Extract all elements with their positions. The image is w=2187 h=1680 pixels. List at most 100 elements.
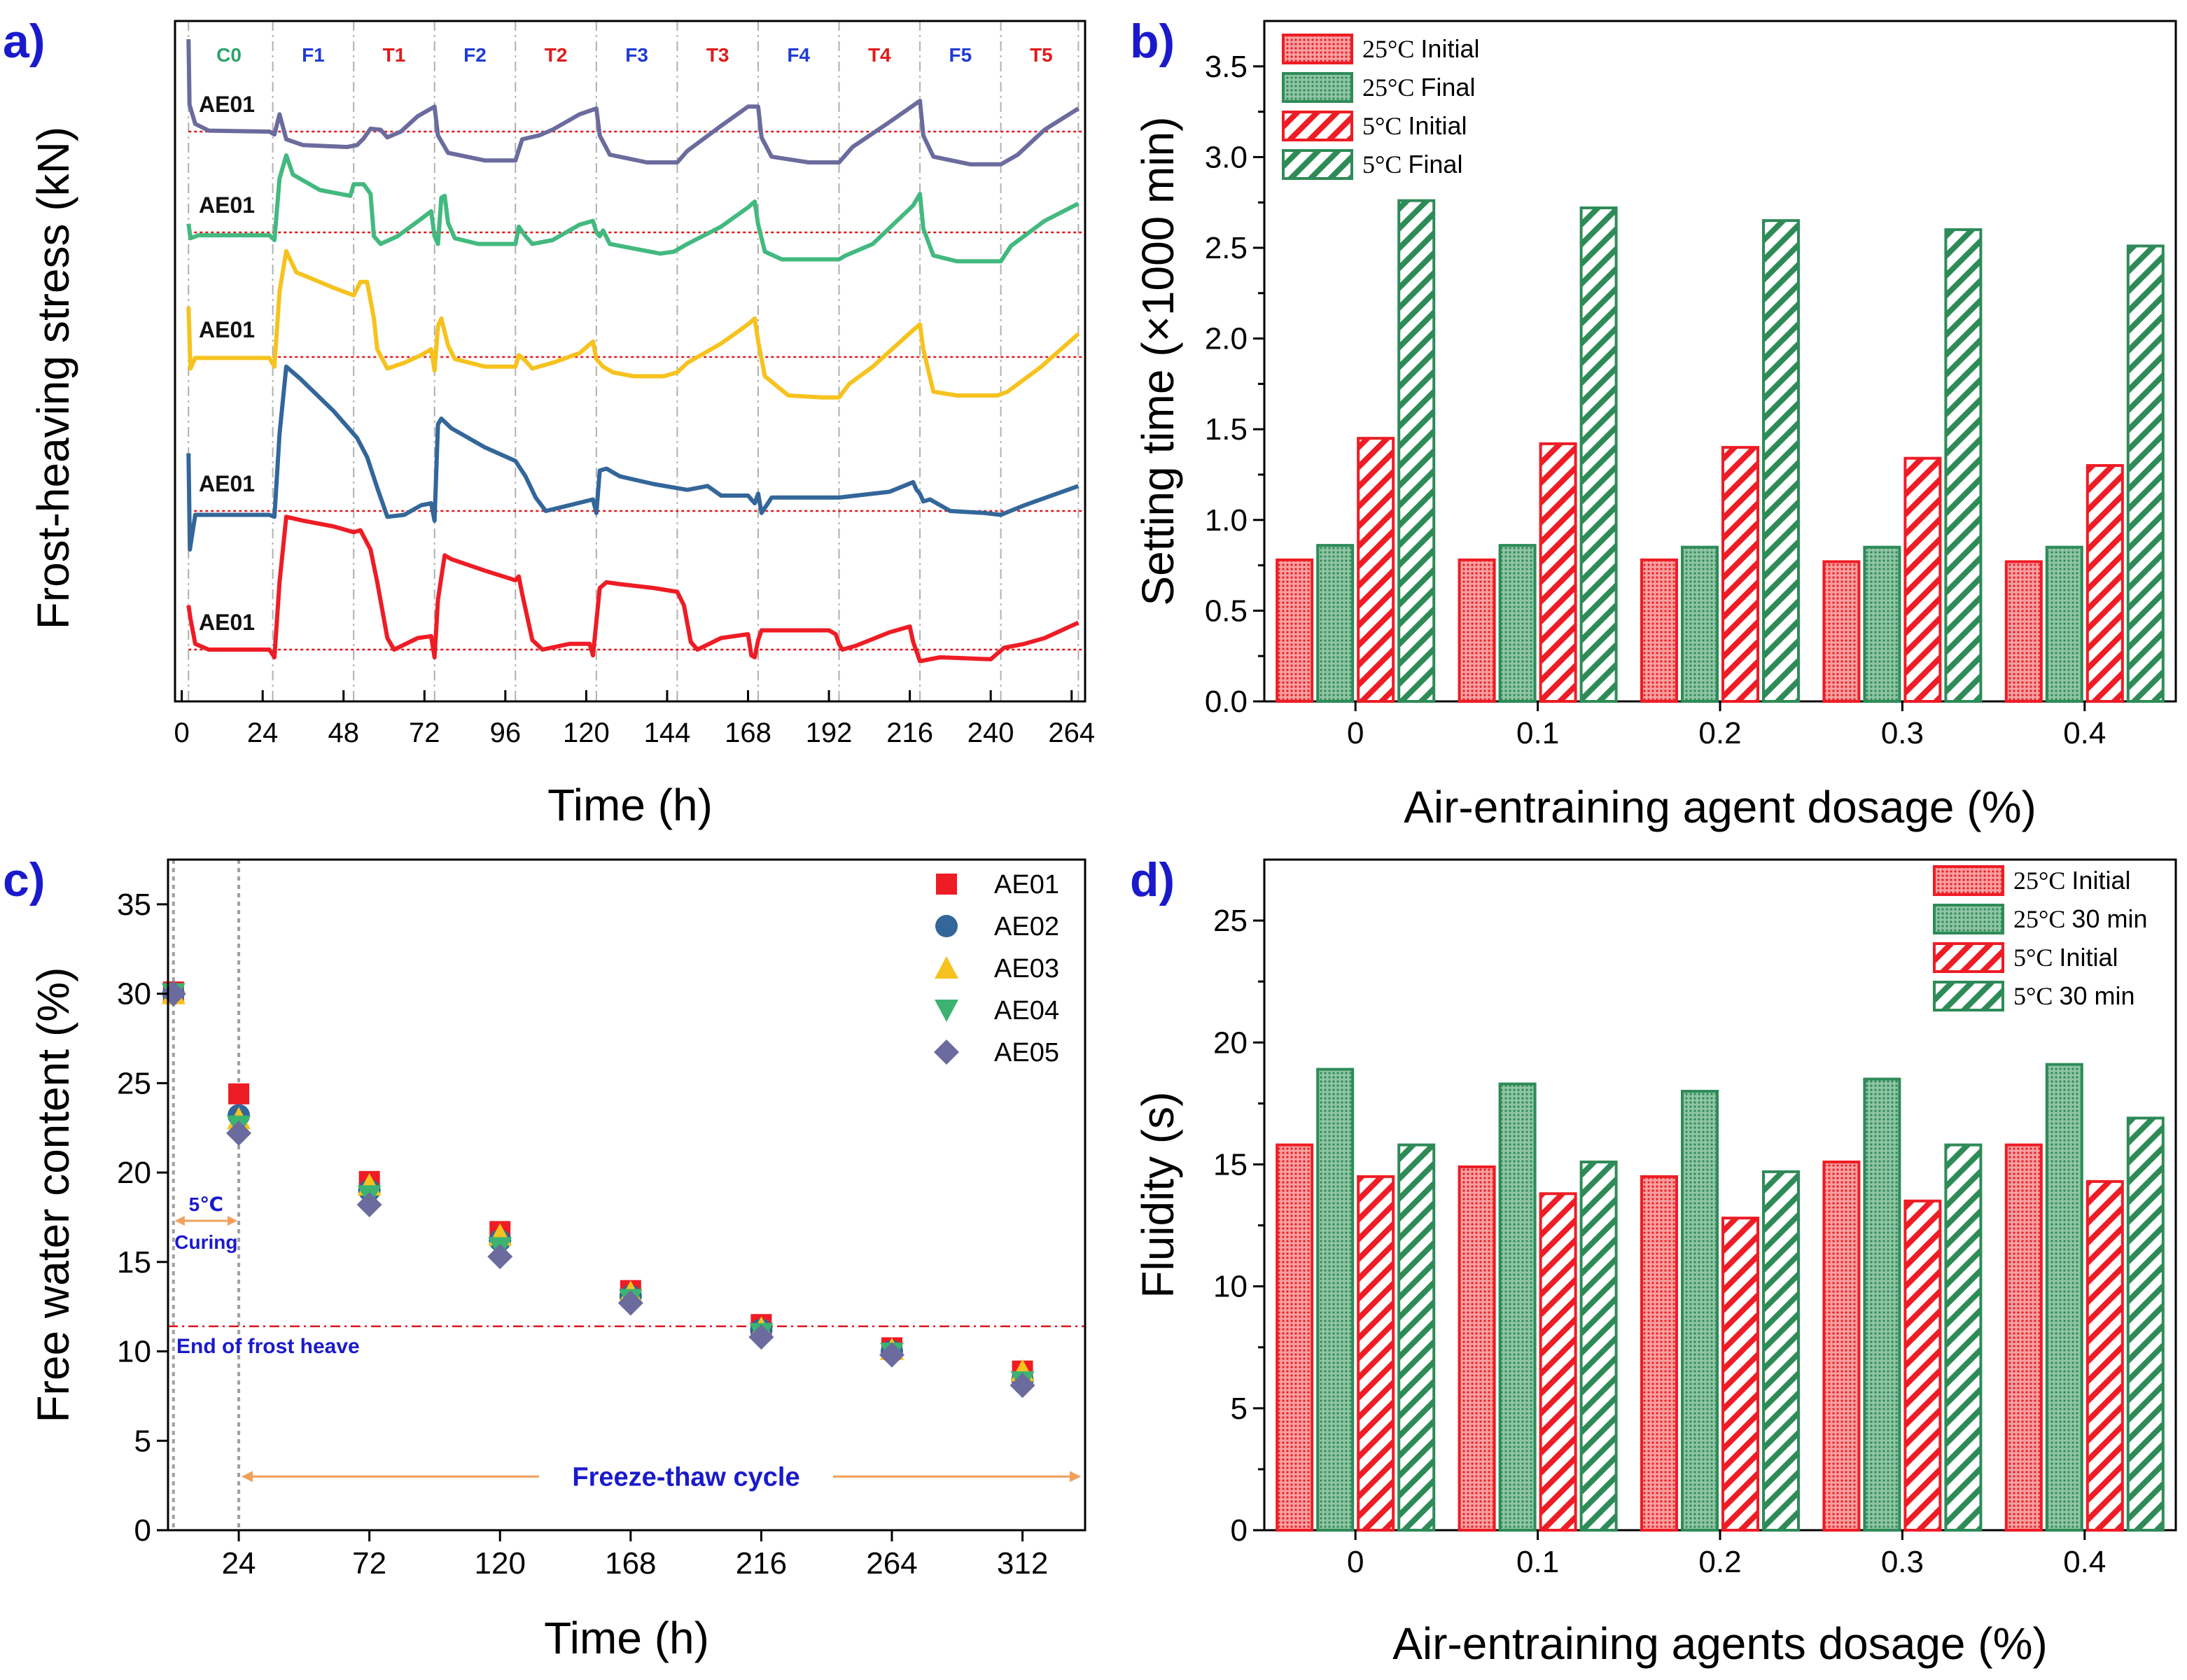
legend-label-ae01: AE01 — [994, 870, 1059, 899]
curing-arrow-head-left — [174, 1216, 185, 1226]
point-ae05 — [879, 1342, 905, 1368]
legend-marker-ae01 — [936, 874, 957, 895]
c-axes-frame — [167, 858, 1086, 1532]
legend-temp: 5°C — [1362, 150, 1408, 178]
bar-5-c-initial — [2085, 1180, 2124, 1532]
series-line-ae05 — [186, 514, 1079, 664]
legend-text: Initial — [2071, 866, 2130, 895]
bar-25-c-final — [1863, 545, 1901, 703]
series-line-ae01 — [186, 38, 1079, 167]
legend-text: 30 min — [2059, 981, 2134, 1010]
y-tick-label: 15 — [1213, 1147, 1248, 1182]
stage-label-f4: F4 — [787, 44, 810, 66]
bar-25-c-30-min — [1498, 1082, 1537, 1532]
series-line-ae04 — [186, 364, 1079, 552]
legend-text: Final — [1420, 73, 1475, 102]
legend-temp: 5°C — [2013, 944, 2059, 972]
y-axis-title: Fluidity (s) — [1133, 1091, 1183, 1298]
legend-marker-ae04 — [935, 1000, 958, 1022]
y-tick-label: 30 — [117, 977, 151, 1011]
legend-swatch — [1282, 149, 1353, 180]
x-tick-label: 72 — [352, 1546, 386, 1581]
bar-5-c-initial — [2085, 464, 2124, 703]
bar-25-c-initial — [1458, 558, 1496, 703]
x-tick-label: 0.1 — [1516, 716, 1559, 750]
curing-label: Curing — [174, 1231, 237, 1253]
panel-label-b: b) — [1130, 15, 1175, 68]
legend-temp: 25°C — [2013, 867, 2071, 895]
y-tick-label: 0 — [134, 1513, 151, 1548]
y-tick-label: 1.0 — [1205, 503, 1248, 538]
legend-text: 30 min — [2071, 904, 2147, 933]
legend-label: 5°C 30 min — [2013, 981, 2134, 1010]
point-ae05 — [356, 1192, 382, 1218]
bar-5-c-initial — [1903, 1199, 1942, 1532]
x-axis-title: Time (h) — [547, 780, 713, 830]
bar-5-c-30-min — [1944, 1143, 1983, 1532]
stage-label-t3: T3 — [706, 44, 729, 66]
bar-25-c-initial — [1640, 1175, 1678, 1532]
y-tick-label: 20 — [1213, 1026, 1248, 1060]
x-axis-title: Air-entraining agent dosage (%) — [1404, 782, 2036, 832]
panel-c-free-water-chart: End of frost heave 5℃ Curing Freeze-thaw cy… — [28, 858, 1086, 1663]
y-axis-title: Setting time (×1000 min) — [1133, 117, 1183, 606]
y-tick-label: 0.0 — [1205, 685, 1248, 719]
bar-25-c-initial — [1822, 1160, 1861, 1532]
bar-5-c-final — [1397, 199, 1436, 704]
x-tick-label: 0.4 — [2063, 716, 2106, 750]
stage-label-c0: C0 — [216, 44, 242, 66]
x-tick-label: 216 — [886, 718, 933, 748]
legend-swatch — [1933, 904, 2004, 934]
point-ae05 — [617, 1290, 643, 1316]
x-axis-title: Air-entraining agents dosage (%) — [1392, 1618, 2048, 1669]
end-of-frost-heave-label: End of frost heave — [176, 1335, 360, 1358]
bar-25-c-final — [1316, 544, 1355, 704]
x-tick-label: 0.2 — [1698, 1545, 1741, 1579]
bar-5-c-final — [1762, 219, 1800, 703]
legend-label-ae04: AE04 — [994, 996, 1059, 1026]
bar-25-c-initial — [1822, 560, 1861, 704]
bar-25-c-30-min — [2045, 1063, 2083, 1532]
x-tick-label: 0.1 — [1516, 1545, 1559, 1579]
bar-5-c-initial — [1357, 437, 1395, 703]
stage-label-f1: F1 — [302, 44, 325, 66]
stage-label-t1: T1 — [383, 44, 406, 66]
x-tick-label: 0 — [1347, 716, 1364, 750]
point-ae05 — [748, 1324, 774, 1350]
bar-5-c-initial — [1903, 456, 1942, 703]
freeze-thaw-label: Freeze-thaw cycle — [572, 1462, 799, 1492]
x-tick-label: 0.3 — [1881, 1545, 1924, 1579]
y-axis-title: Frost-heaving stress (kN) — [28, 127, 78, 629]
freeze-thaw-arrow-head-left — [242, 1471, 253, 1483]
legend-label: 25°C 30 min — [2013, 904, 2147, 933]
bar-5-c-initial — [1721, 1217, 1759, 1532]
legend-label-ae03: AE03 — [994, 954, 1059, 983]
x-tick-label: 120 — [475, 1546, 526, 1581]
legend-temp: 5°C — [2013, 982, 2059, 1010]
panel-label-d: d) — [1130, 853, 1175, 906]
bar-25-c-final — [1681, 545, 1719, 703]
legend-marker-ae05 — [934, 1040, 959, 1065]
curing-temperature-label: 5℃ — [189, 1194, 223, 1215]
x-tick-label: 0.4 — [2063, 1545, 2106, 1579]
legend-swatch — [1933, 865, 2004, 896]
x-tick-label: 48 — [328, 718, 359, 748]
legend-temp: 25°C — [1362, 35, 1420, 63]
stage-label-f3: F3 — [625, 44, 648, 66]
x-tick-label: 264 — [866, 1546, 917, 1581]
x-tick-label: 0 — [174, 718, 190, 748]
legend-swatch — [1933, 981, 2004, 1011]
series-line-ae02 — [186, 153, 1079, 264]
bar-25-c-final — [2045, 545, 2083, 703]
point-ae05 — [487, 1244, 513, 1270]
y-tick-label: 5 — [1231, 1392, 1248, 1426]
bar-25-c-initial — [1458, 1165, 1496, 1532]
x-tick-label: 240 — [967, 718, 1014, 748]
legend-label: 25°C Initial — [2013, 866, 2130, 895]
curing-arrow-head-right — [228, 1216, 238, 1226]
bar-5-c-initial — [1357, 1175, 1395, 1532]
series-label-ae05: AE01 — [199, 610, 255, 635]
x-tick-label: 24 — [222, 1546, 256, 1581]
bar-5-c-30-min — [1397, 1143, 1436, 1532]
series-label-ae02: AE01 — [199, 192, 255, 218]
